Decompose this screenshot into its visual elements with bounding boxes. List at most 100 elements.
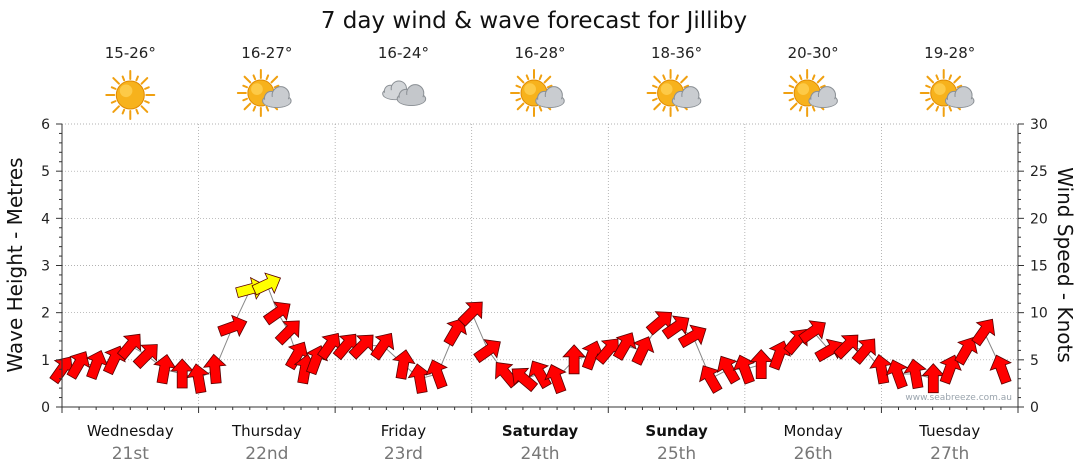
day-temp-range: 16-27°: [241, 44, 292, 62]
wind-arrow-mark: [732, 354, 756, 385]
wind-arrow-mark: [528, 360, 552, 390]
day-date-label: 21st: [112, 444, 149, 464]
wind-arrows: [49, 272, 1012, 395]
y-tick-label-right: 20: [1030, 211, 1048, 227]
wind-arrow-mark: [407, 363, 432, 394]
wind-arrow-mark: [66, 351, 91, 380]
day-name-label: Friday: [381, 422, 427, 440]
day-date-label: 24th: [520, 444, 559, 464]
day-temp-range: 20-30°: [788, 44, 839, 62]
wind-arrow-mark: [544, 364, 567, 395]
wind-arrow-mark: [885, 359, 909, 390]
wind-arrow-mark: [631, 336, 655, 366]
credit-watermark: www.seabreeze.com.au: [905, 393, 1012, 403]
y-tick-label-left: 4: [41, 211, 50, 227]
wind-arrow-mark: [954, 336, 978, 366]
sun-cloud-icon: [646, 69, 702, 117]
day-temp-range: 16-28°: [514, 44, 565, 62]
day-name-label: Wednesday: [87, 422, 174, 440]
y-tick-label-left: 5: [41, 164, 50, 180]
wind-arrow-mark: [132, 344, 158, 370]
y-tick-label-right: 30: [1030, 117, 1048, 133]
wind-arrow-mark: [833, 334, 859, 360]
wind-arrow-mark: [921, 363, 946, 394]
day-temp-range: 19-28°: [924, 44, 975, 62]
wind-arrow-mark: [251, 272, 282, 296]
wind-arrow-mark: [202, 353, 227, 385]
y-tick-label-left: 1: [41, 353, 50, 369]
wind-arrow-mark: [116, 333, 142, 361]
day-date-label: 22nd: [245, 444, 288, 464]
wind-arrow-mark: [274, 320, 300, 346]
cloud-icon: [382, 80, 427, 107]
wind-arrow-mark: [170, 358, 195, 389]
wind-arrow-mark: [939, 354, 962, 385]
wind-arrow-mark: [645, 311, 673, 336]
wind-arrow-mark: [153, 353, 177, 385]
y-tick-label-left: 6: [41, 117, 50, 133]
chart-title: 7 day wind & wave forecast for Jilliby: [321, 8, 747, 34]
wind-arrow-mark: [903, 358, 927, 390]
wind-arrow-mark: [262, 301, 291, 326]
wind-arrow-mark: [749, 349, 774, 380]
wind-arrow-mark: [392, 349, 416, 380]
wind-arrow-mark: [85, 349, 109, 380]
axes: 0 1 2 3 4 5 6 0 5 10 15 20 25 30: [41, 117, 1048, 416]
wind-arrow-mark: [562, 344, 587, 375]
y-axis-title-left: Wave Height - Metres: [3, 157, 27, 372]
wind-arrow-mark: [798, 320, 826, 345]
day-temp-range: 18-36°: [651, 44, 702, 62]
wind-arrow-mark: [217, 314, 248, 338]
wind-arrow-mark: [49, 356, 74, 385]
day-name-label: Tuesday: [918, 422, 980, 440]
y-tick-label-right: 10: [1030, 306, 1048, 322]
wind-arrow-mark: [457, 301, 483, 327]
wind-arrow-mark: [443, 317, 467, 347]
day-name-label: Monday: [784, 422, 843, 440]
day-temp-range: 16-24°: [378, 44, 429, 62]
weather-row: 15-26° 16-27° 16-24° 16-28° 18-36° 20-30° 19-2…: [105, 44, 975, 120]
sun-cloud-icon: [783, 69, 838, 117]
wind-arrow-mark: [971, 318, 996, 347]
day-date-label: 27th: [930, 444, 969, 464]
y-tick-label-left: 0: [41, 400, 50, 416]
y-tick-label-right: 15: [1030, 259, 1048, 275]
day-date-label: 26th: [794, 444, 833, 464]
grid-lines: [62, 123, 1018, 407]
wind-arrow-mark: [348, 334, 374, 360]
day-name-label: Sunday: [645, 422, 708, 440]
wind-arrow-mark: [511, 367, 539, 393]
day-labels: Wednesday 21st Thursday 22nd Friday 23rd Satur…: [87, 422, 980, 464]
wind-arrow-mark: [186, 363, 210, 394]
y-tick-label-left: 2: [41, 306, 50, 322]
wind-arrow-mark: [473, 339, 501, 364]
wind-arrow-mark: [869, 353, 893, 385]
day-name-label: Thursday: [231, 422, 302, 440]
wind-arrow-mark: [317, 332, 341, 361]
wind-arrow-mark: [332, 333, 357, 361]
day-date-label: 23rd: [384, 444, 423, 464]
y-tick-label-right: 0: [1030, 400, 1039, 416]
wind-arrow-mark: [612, 332, 637, 361]
wind-arrow-mark: [699, 365, 723, 394]
sun-icon: [105, 70, 156, 120]
wind-arrow-mark: [661, 315, 690, 340]
sun-cloud-icon: [510, 69, 565, 117]
sun-cloud-icon: [919, 69, 975, 117]
y-tick-label-left: 3: [41, 259, 50, 275]
wind-arrow-mark: [851, 338, 876, 365]
wind-arrow-mark: [716, 355, 741, 385]
day-date-label: 25th: [657, 444, 696, 464]
wind-arrow-mark: [989, 354, 1012, 385]
day-name-label: Saturday: [502, 422, 579, 440]
wind-arrow-mark: [425, 359, 448, 390]
wind-arrow-mark: [677, 324, 707, 349]
y-tick-label-right: 5: [1030, 353, 1039, 369]
y-axis-title-right: Wind Speed - Knots: [1053, 167, 1077, 363]
wind-arrow-mark: [370, 332, 395, 361]
day-temp-range: 15-26°: [105, 44, 156, 62]
sun-cloud-icon: [236, 69, 292, 117]
y-tick-label-right: 25: [1030, 164, 1048, 180]
wind-arrow-mark: [285, 341, 309, 371]
